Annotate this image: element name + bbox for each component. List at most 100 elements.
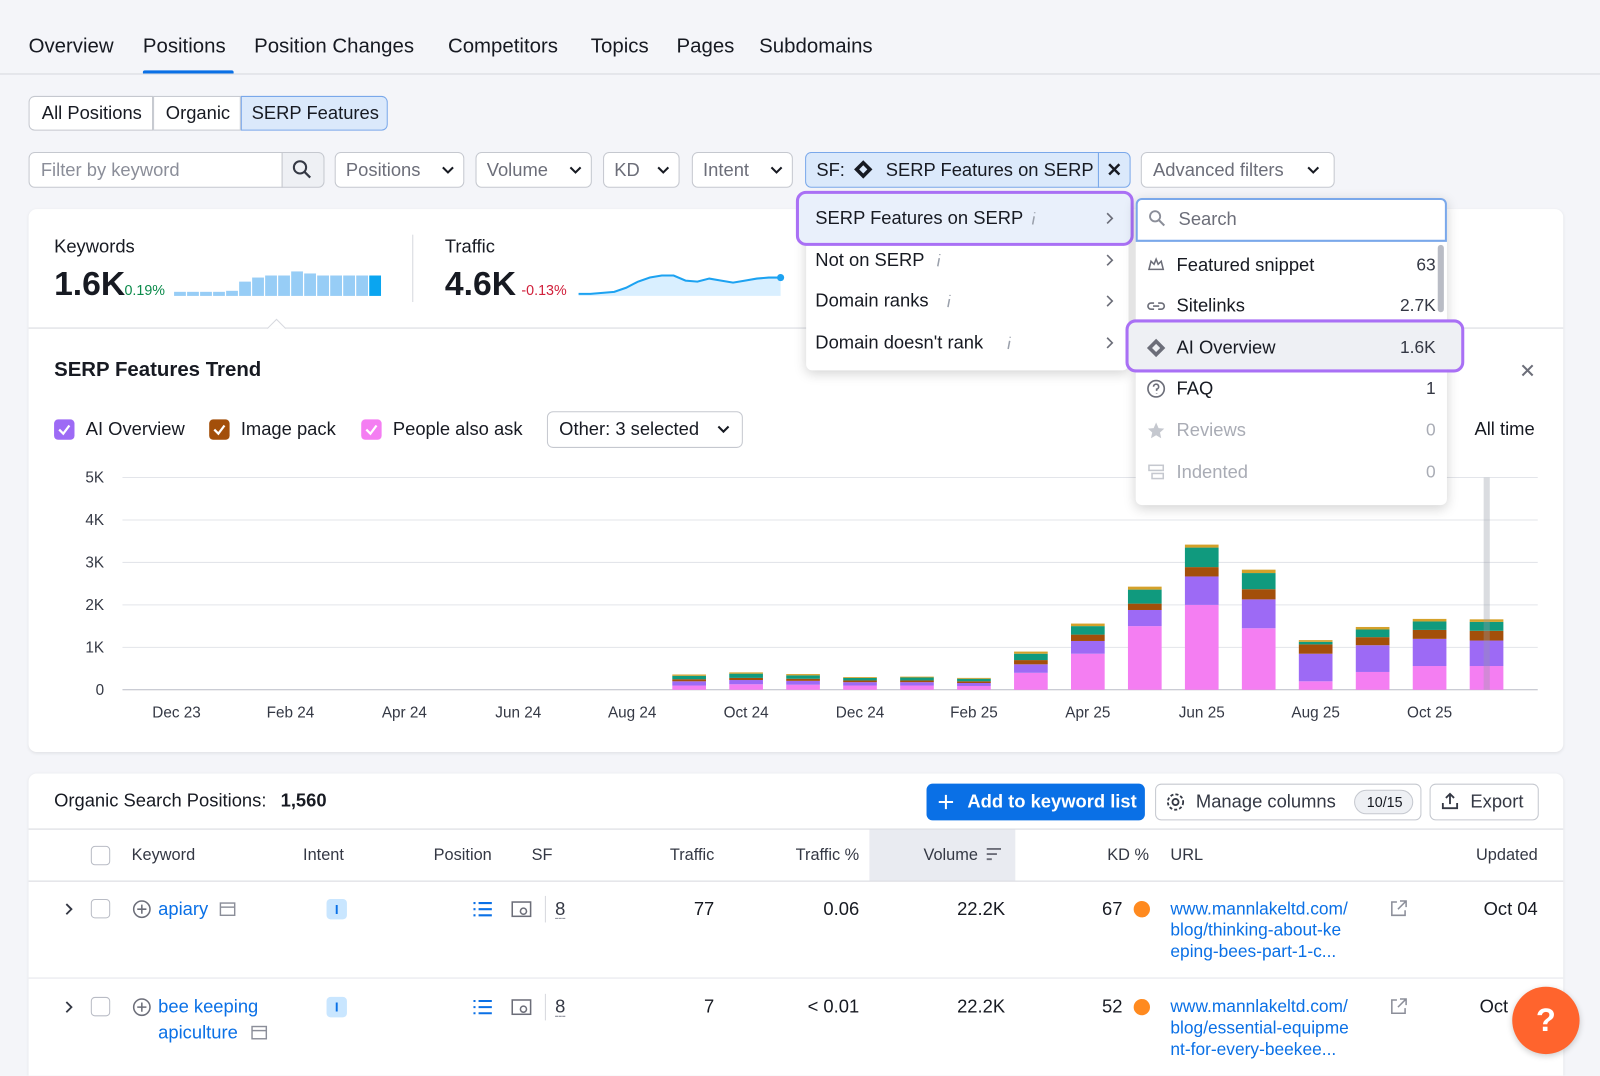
keyword-link[interactable]: apiculture [158,1022,238,1043]
column-header[interactable]: Volume [923,847,977,865]
expand-row[interactable] [65,1001,73,1013]
feature-label[interactable]: FAQ [1177,378,1214,399]
icon-shape [473,1001,491,1013]
intent-badge: I [327,899,347,919]
url-link[interactable]: www.mannlakeltd.com/ [1170,899,1347,919]
icon-shape [1392,901,1406,915]
export-icon [1441,792,1459,810]
icon-shape [252,1027,266,1039]
info-icon [1030,210,1038,226]
url-link[interactable]: blog/thinking-about-ke [1170,920,1341,940]
help-button[interactable]: ? [1512,987,1579,1054]
scrollbar [1438,245,1444,312]
feature-label[interactable]: Reviews [1177,420,1246,441]
url-link[interactable]: www.mannlakeltd.com/ [1170,997,1347,1017]
bar-segment [1242,570,1276,573]
kd-dot [1134,999,1150,1015]
bar-segment [1014,660,1048,664]
feature-label[interactable]: AI Overview [1177,337,1276,358]
traffic: 7 [704,996,714,1017]
url-link[interactable]: nt-for-every-beekee... [1170,1040,1336,1060]
bar-segment [1014,664,1048,672]
column-header[interactable]: KD % [1107,847,1149,865]
feature-label[interactable]: Sitelinks [1177,295,1245,316]
column-header[interactable]: Updated [1476,847,1538,865]
bar-segment [672,676,706,679]
external-link-icon[interactable] [1390,900,1407,917]
icon-shape [1008,337,1010,349]
x-tick-label: Feb 25 [950,704,998,721]
icon-shape [1150,211,1160,221]
add-to-keyword-list[interactable]: Add to keyword list [927,784,1145,821]
bar-segment [900,677,934,680]
bar-segment [1242,573,1276,589]
sf-menu-item[interactable]: Domain doesn't rank [815,332,983,353]
bar-segment [1413,666,1447,690]
hover-line [1484,478,1490,690]
column-header[interactable]: SF [532,847,553,865]
sf-menu-item[interactable]: Not on SERP [815,249,924,270]
columns-count-label: 10/15 [1367,794,1403,810]
manage-columns[interactable]: Manage columns10/15 [1155,784,1421,821]
add-keyword-icon[interactable] [133,900,151,918]
select-all-checkbox[interactable] [91,846,110,865]
bar-segment [1071,641,1105,654]
column-header[interactable]: Position [434,847,492,865]
feature-count: 1 [1426,379,1436,399]
icon-shape [473,903,491,915]
header-row-divider [29,881,1564,882]
feature-label[interactable]: Featured snippet [1177,255,1315,276]
sf-count[interactable]: 8 [555,997,565,1016]
sf-count[interactable]: 8 [555,899,565,918]
keyword-link[interactable]: bee keeping [158,996,258,1017]
icon-shape [1107,338,1112,348]
bar-segment [672,681,706,685]
bar-segment [1413,630,1447,639]
bar-segment [843,680,877,682]
add-keyword-icon[interactable] [133,998,151,1016]
sf-divider [545,994,546,1021]
url-link[interactable]: blog/essential-equipme [1170,1018,1348,1038]
sf-menu-item[interactable]: Domain ranks [815,290,928,311]
sf-menu-item[interactable]: SERP Features on SERP [815,208,1023,229]
info-icon [945,293,953,309]
expand-row[interactable] [65,903,73,915]
url-link[interactable]: eping-bees-part-1-c... [1170,942,1336,962]
external-link-icon[interactable] [1390,998,1407,1015]
feature-label[interactable]: Indented [1177,462,1249,483]
keyword-link[interactable]: apiary [158,898,208,919]
serp-icon[interactable] [511,901,531,918]
column-header[interactable]: Keyword [132,847,196,865]
bar-segment [786,674,820,675]
bar-segment [672,686,706,690]
serp-icon[interactable] [511,999,531,1016]
column-header[interactable]: Traffic % [796,847,860,865]
position-list-icon[interactable] [472,999,491,1015]
row-checkbox[interactable] [91,997,110,1016]
columns-count: 10/15 [1354,790,1413,814]
position-list-icon[interactable] [472,901,491,917]
x-tick-label: Jun 25 [1179,704,1225,721]
bar-segment [1128,587,1162,590]
icon-shape [948,295,950,307]
x-tick-label: Oct 25 [1407,704,1452,721]
bar-segment [957,679,991,682]
icon-shape [938,254,940,266]
bar-segment [1356,645,1390,672]
bar-segment [786,681,820,685]
updated: Oct [1480,996,1509,1017]
search-icon [1149,210,1165,226]
bar-segment [1071,626,1105,634]
bar-segment [1413,639,1447,666]
icon-shape [1107,255,1112,265]
volume: 22.2K [957,898,1005,919]
bar-segment [672,679,706,681]
bar-segment [843,678,877,681]
icon-shape [66,904,71,914]
column-header[interactable]: Traffic [670,847,714,865]
icon-shape [520,1006,526,1012]
row-checkbox[interactable] [91,899,110,918]
x-tick-label: Apr 25 [1065,704,1110,721]
bar-segment [1356,627,1390,630]
feature-icon [1146,420,1166,440]
